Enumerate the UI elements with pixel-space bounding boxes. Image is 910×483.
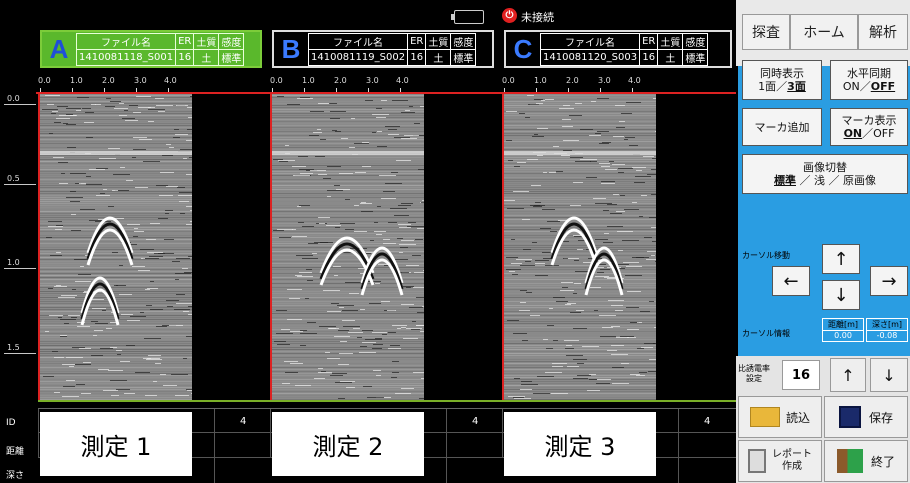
- er-value: 16: [175, 48, 195, 66]
- soil-value: 土: [657, 48, 684, 66]
- row-label-depth: 深さ: [6, 471, 25, 481]
- epsilon-up-button[interactable]: ↑: [830, 358, 866, 392]
- er-value: 16: [407, 48, 427, 66]
- distance-scale: 0.0 1.0 2.0 3.0 4.0: [38, 76, 198, 92]
- file-name: 1410081120_S003: [539, 48, 641, 66]
- cursor-move-label: カーソル移動: [742, 251, 790, 260]
- add-marker-button[interactable]: マーカ追加: [742, 108, 822, 146]
- sensitivity-value: 標準: [450, 48, 477, 66]
- cursor-up-button[interactable]: ↑: [822, 244, 860, 274]
- depth-tick: [4, 184, 36, 185]
- save-button[interactable]: 保存: [824, 396, 908, 438]
- channel-info-table: ファイル名 ER 土質 感度 1410081118_S001 16 土 標準: [75, 32, 245, 66]
- row-label-id: ID: [6, 418, 16, 428]
- tab-analysis[interactable]: 解析: [858, 14, 908, 50]
- cursor-left-button[interactable]: ←: [772, 266, 810, 296]
- epsilon-value[interactable]: 16: [782, 360, 820, 390]
- channel-b-header[interactable]: B ファイル名 ER 土質 感度 1410081119_S002 16 土 標準: [272, 30, 494, 68]
- clipboard-icon: [748, 449, 766, 473]
- control-panel: 同時表示 1面／3面 水平同期 ON／OFF マーカ追加 マーカ表示 ON／OF…: [738, 60, 910, 356]
- marker-id: 4: [240, 416, 247, 427]
- soil-value: 土: [425, 48, 452, 66]
- channel-info-table: ファイル名 ER 土質 感度 1410081120_S003 16 土 標準: [539, 32, 709, 66]
- radargram-image: [504, 93, 656, 400]
- mode-tabs: 探査 ホーム 解析: [736, 0, 910, 66]
- row-label-distance: 距離: [6, 447, 25, 457]
- radargram-image: [272, 93, 424, 400]
- depth-tick: [4, 353, 36, 354]
- depth-tick: [4, 268, 36, 269]
- surface-line: [36, 92, 736, 94]
- image-switch-button[interactable]: 画像切替 標準 ／ 浅 ／ 原画像: [742, 154, 908, 194]
- cursor-down-button[interactable]: ↓: [822, 280, 860, 310]
- distance-scale: 0.0 1.0 2.0 3.0 4.0: [502, 76, 662, 92]
- soil-value: 土: [193, 48, 220, 66]
- tab-home[interactable]: ホーム: [790, 14, 858, 50]
- measurement-label-1: 測定 1: [40, 412, 192, 476]
- radargram-b[interactable]: [270, 93, 424, 400]
- load-button[interactable]: 読込: [738, 396, 822, 438]
- marker-display-button[interactable]: マーカ表示 ON／OFF: [830, 108, 908, 146]
- measurement-label-3: 測定 3: [504, 412, 656, 476]
- file-name: 1410081118_S001: [75, 48, 177, 66]
- measurement-label-2: 測定 2: [272, 412, 424, 476]
- sensitivity-value: 標準: [682, 48, 709, 66]
- depth-tick: [4, 104, 36, 105]
- horizontal-sync-button[interactable]: 水平同期 ON／OFF: [830, 60, 908, 100]
- simultaneous-display-button[interactable]: 同時表示 1面／3面: [742, 60, 822, 100]
- cursor-info-label: カーソル情報: [742, 329, 790, 338]
- depth-label: 0.0: [7, 94, 20, 103]
- folder-icon: [749, 407, 780, 427]
- exit-door-icon: [836, 449, 863, 473]
- file-panel: 比誘電率 設定 16 ↑ ↓ 読込 保存 レポート 作成 終了: [736, 356, 910, 483]
- marker-id: 4: [704, 416, 711, 427]
- distance-scale: 0.0 1.0 2.0 3.0 4.0: [270, 76, 430, 92]
- channel-a-header[interactable]: A ファイル名 ER 土質 感度 1410081118_S001 16 土 標準: [40, 30, 262, 68]
- file-name: 1410081119_S002: [307, 48, 409, 66]
- exit-button[interactable]: 終了: [824, 440, 908, 482]
- channel-c-header[interactable]: C ファイル名 ER 土質 感度 1410081120_S003 16 土 標準: [504, 30, 732, 68]
- create-report-button[interactable]: レポート 作成: [738, 440, 822, 482]
- distance-info: 距離[m] 0.00: [822, 318, 864, 342]
- channel-letter: C: [513, 33, 533, 64]
- depth-label: 1.5: [7, 343, 20, 352]
- sensitivity-value: 標準: [218, 48, 245, 66]
- ground-line: [38, 400, 736, 402]
- power-icon: ⏻: [502, 8, 517, 23]
- channel-letter: B: [281, 33, 301, 64]
- channel-letter: A: [49, 33, 69, 64]
- depth-label: 1.0: [7, 258, 20, 267]
- radargram-c[interactable]: [502, 93, 656, 400]
- battery-icon: [451, 10, 484, 24]
- er-value: 16: [639, 48, 659, 66]
- cursor-right-button[interactable]: →: [870, 266, 908, 296]
- floppy-icon: [838, 406, 861, 428]
- radargram-image: [40, 93, 192, 400]
- channel-info-table: ファイル名 ER 土質 感度 1410081119_S002 16 土 標準: [307, 32, 477, 66]
- status-bar: ⏻ 未接続: [0, 0, 736, 28]
- marker-id: 4: [472, 416, 479, 427]
- depth-info: 深さ[m] -0.08: [866, 318, 908, 342]
- epsilon-down-button[interactable]: ↓: [870, 358, 908, 392]
- epsilon-label: 比誘電率 設定: [738, 364, 770, 383]
- radargram-a[interactable]: [38, 93, 192, 400]
- connection-status: 未接続: [521, 11, 554, 24]
- depth-label: 0.5: [7, 174, 20, 183]
- tab-survey[interactable]: 探査: [742, 14, 790, 50]
